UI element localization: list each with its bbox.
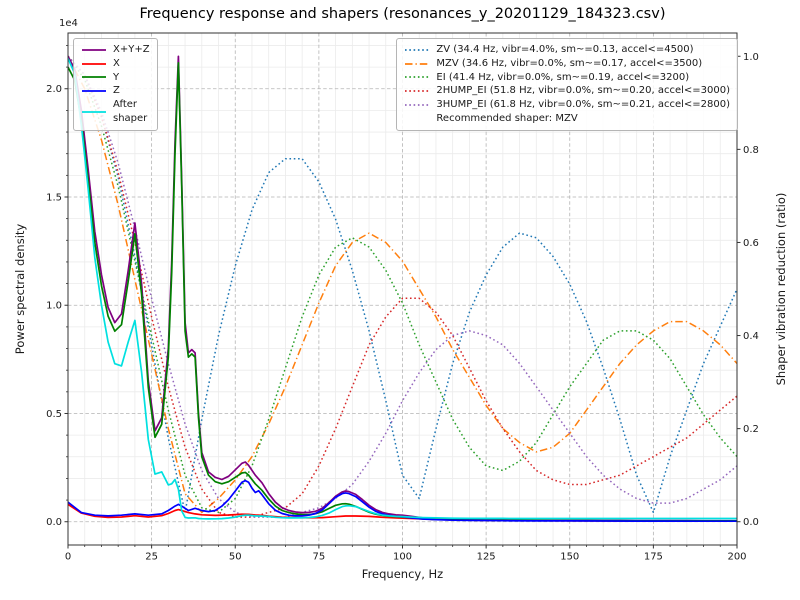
legend-swatch-line	[82, 90, 106, 93]
legend-label: ZV (34.4 Hz, vibr=4.0%, sm~=0.13, accel<…	[436, 44, 694, 55]
axis-ticks: 0 25 50 75 100 125 150 175 200 0.0 0.5 1.0 1.5 2.0 0.0…	[46, 45, 759, 563]
legend-item-xyz: X+Y+Z	[81, 43, 150, 57]
svg-text:0.6: 0.6	[743, 238, 759, 249]
chart-title: Frequency response and shapers (resonanc…	[139, 6, 666, 22]
svg-text:0.5: 0.5	[46, 409, 62, 420]
svg-text:200: 200	[727, 552, 746, 563]
svg-text:150: 150	[560, 552, 579, 563]
legend-label: EI (41.4 Hz, vibr=0.0%, sm~=0.19, accel<…	[436, 71, 690, 83]
legend-label: Recommended shaper: MZV	[436, 112, 578, 124]
legend-label: X+Y+Z	[113, 44, 150, 55]
legend-swatch-line	[405, 90, 430, 93]
x-axis-label: Frequency, Hz	[361, 567, 444, 581]
legend-swatch-line	[405, 104, 430, 106]
legend-item-after-shaper: After shaper	[81, 98, 150, 126]
axis-offset-text: 1e4	[59, 18, 78, 29]
svg-text:75: 75	[313, 552, 326, 563]
legend-swatch-line	[405, 49, 430, 51]
svg-text:175: 175	[644, 552, 663, 563]
svg-text:1.0: 1.0	[743, 52, 759, 63]
legend-swatch-line	[405, 62, 430, 65]
svg-text:1.0: 1.0	[46, 301, 62, 312]
legend-item-ei: EI (41.4 Hz, vibr=0.0%, sm~=0.19, accel<…	[404, 71, 730, 85]
curve-2hump-ei	[68, 55, 737, 518]
svg-text:2.0: 2.0	[46, 84, 62, 95]
svg-text:0.0: 0.0	[46, 517, 62, 528]
legend-item-y: Y	[81, 71, 150, 85]
svg-text:125: 125	[477, 552, 496, 563]
legend-label: 3HUMP_EI (61.8 Hz, vibr=0.0%, sm~=0.21, …	[436, 99, 730, 111]
legend-label: 2HUMP_EI (51.8 Hz, vibr=0.0%, sm~=0.20, …	[436, 85, 730, 97]
svg-text:0.8: 0.8	[743, 145, 759, 156]
svg-text:0: 0	[65, 552, 71, 563]
legend-item-z: Z	[81, 84, 150, 98]
curve-z	[68, 479, 737, 523]
svg-text:1.5: 1.5	[46, 192, 62, 203]
legend-swatch-line	[82, 111, 106, 113]
legend-item-zv: ZV (34.4 Hz, vibr=4.0%, sm~=0.13, accel<…	[404, 43, 730, 57]
legend-psd: X+Y+Z X Y Z After shaper	[73, 38, 158, 131]
grid-minor	[68, 33, 737, 545]
legend-label: Z	[113, 85, 120, 97]
legend-swatch-line	[405, 76, 430, 79]
legend-label: After shaper	[113, 99, 148, 124]
legend-swatch-line	[82, 49, 106, 51]
svg-text:25: 25	[145, 552, 158, 563]
legend-label: Y	[113, 71, 120, 83]
legend-label: X	[113, 57, 120, 69]
legend-swatch-line	[82, 76, 106, 79]
svg-text:100: 100	[393, 552, 412, 563]
y-axis-label-left: Power spectral density	[13, 223, 27, 355]
y-axis-label-right: Shaper vibration reduction (ratio)	[774, 192, 788, 386]
curve-mzv	[68, 55, 737, 514]
legend-item-x: X	[81, 57, 150, 71]
svg-text:0.2: 0.2	[743, 424, 759, 435]
svg-text:0.4: 0.4	[743, 331, 759, 342]
svg-text:0.0: 0.0	[743, 517, 759, 528]
legend-item-3hump-ei: 3HUMP_EI (61.8 Hz, vibr=0.0%, sm~=0.21, …	[404, 98, 730, 112]
svg-text:50: 50	[229, 552, 242, 563]
legend-note: Recommended shaper: MZV	[404, 112, 730, 126]
legend-swatch-line	[82, 62, 106, 65]
curve-after-shaper	[68, 58, 737, 520]
legend-item-2hump-ei: 2HUMP_EI (51.8 Hz, vibr=0.0%, sm~=0.20, …	[404, 84, 730, 98]
legend-label: MZV (34.6 Hz, vibr=0.0%, sm~=0.17, accel…	[436, 57, 703, 69]
legend-item-mzv: MZV (34.6 Hz, vibr=0.0%, sm~=0.17, accel…	[404, 57, 730, 71]
legend-shapers: ZV (34.4 Hz, vibr=4.0%, sm~=0.13, accel<…	[396, 38, 738, 131]
